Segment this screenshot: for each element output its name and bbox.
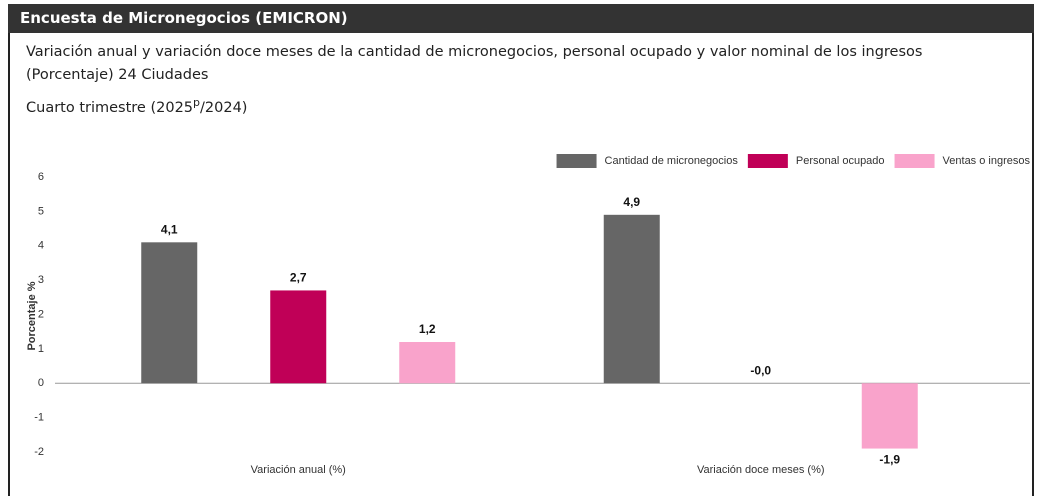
y-tick-label: 4	[38, 240, 44, 252]
y-tick-label: 5	[38, 205, 44, 217]
panel-frame	[8, 4, 1034, 496]
legend-label: Personal ocupado	[796, 155, 885, 167]
y-tick-label: 6	[38, 171, 44, 183]
y-tick-label: 0	[38, 377, 44, 389]
data-label: 4,9	[623, 195, 640, 209]
y-tick-label: -2	[34, 446, 44, 458]
header-title: Encuesta de Micronegocios (EMICRON)	[8, 4, 1034, 33]
x-tick-label: Variación doce meses (%)	[697, 464, 825, 476]
bar	[603, 214, 660, 384]
data-label: 2,7	[290, 271, 307, 285]
legend-swatch	[747, 154, 788, 168]
legend-swatch	[894, 154, 935, 168]
legend-label: Cantidad de micronegocios	[605, 155, 739, 167]
data-label: 4,1	[161, 222, 178, 236]
bar	[399, 342, 456, 384]
bar	[861, 383, 918, 449]
y-axis-label: Porcentaje %	[26, 281, 38, 350]
period-text: Cuarto trimestre (2025	[26, 99, 194, 116]
y-tick-label: 1	[38, 343, 44, 355]
x-tick-label: Variación anual (%)	[251, 464, 346, 476]
subtitle: (Porcentaje) 24 Ciudades	[26, 67, 209, 83]
subtitle: Variación anual y variación doce meses d…	[26, 44, 923, 60]
y-tick-label: 3	[38, 274, 44, 286]
period-text: /2024)	[200, 99, 248, 116]
legend-swatch	[556, 154, 597, 168]
bar	[270, 290, 327, 384]
data-label: 1,2	[419, 322, 436, 336]
data-label: -1,9	[879, 453, 900, 467]
period: Cuarto trimestre (2025p/2024)	[26, 96, 247, 116]
period-sup: p	[193, 96, 201, 109]
y-tick-label: 2	[38, 308, 44, 320]
legend-label: Ventas o ingresos	[943, 155, 1031, 167]
data-label: -0,0	[750, 363, 771, 377]
y-tick-label: -1	[34, 412, 44, 424]
bar	[141, 242, 198, 384]
